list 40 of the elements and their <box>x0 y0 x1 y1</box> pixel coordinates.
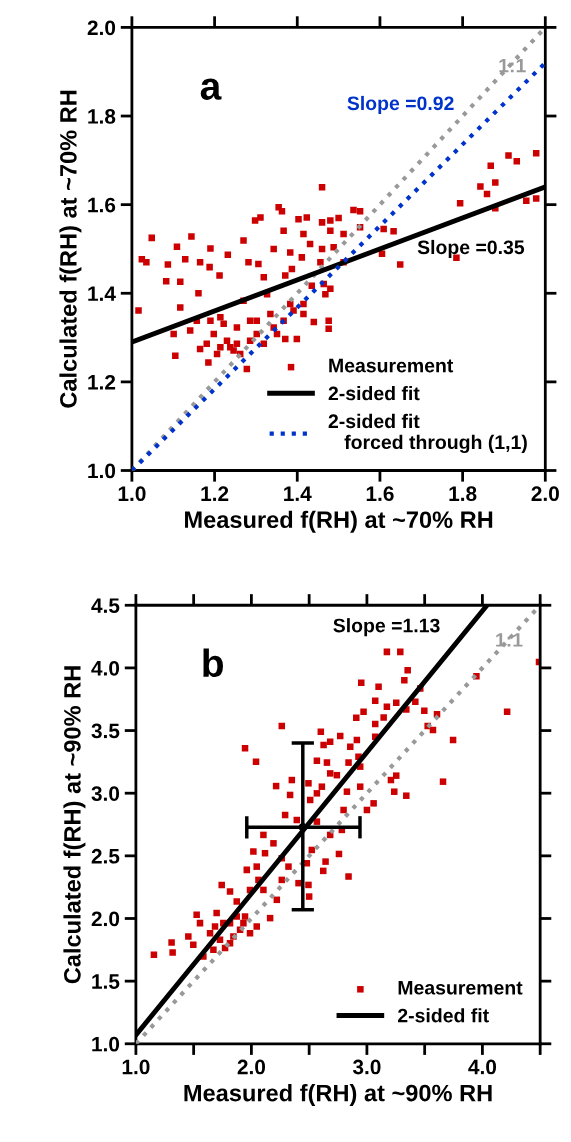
y-tick-label: 1.5 <box>92 974 120 989</box>
y-axis-title: Calculated f(RH) at ~90% RH <box>63 666 86 984</box>
x-axis-title: Measured f(RH) at ~90% RH <box>184 1084 492 1107</box>
annotation: 1:1 <box>496 633 523 647</box>
x-tick-label: 2.0 <box>237 1059 266 1075</box>
y-tick-label: 1.4 <box>88 286 116 301</box>
x-tick-label: 1.8 <box>449 486 477 502</box>
y-tick-label: 1.6 <box>88 197 116 213</box>
x-tick-label: 2.0 <box>531 486 559 502</box>
x-tick-label: 1.4 <box>284 486 312 501</box>
legend-label: Measurement <box>398 981 523 995</box>
y-tick-label: 2.0 <box>87 20 116 36</box>
annotation: a <box>200 78 222 100</box>
legend-label: 2-sided fit forced through (1,1) <box>328 413 527 453</box>
annotation: b <box>203 648 223 678</box>
y-tick-label: 3.5 <box>91 723 120 739</box>
legend-label: 2-sided fit <box>397 1008 489 1023</box>
x-tick-label: 1.6 <box>366 486 394 502</box>
y-tick-label: 2.5 <box>91 848 120 864</box>
y-axis-title: Calculated f(RH) at ~70% RH <box>59 90 82 408</box>
y-tick-label: 4.5 <box>91 598 120 614</box>
x-tick-label: 1.0 <box>122 1059 150 1075</box>
x-tick-label: 3.0 <box>352 1059 381 1075</box>
y-tick-label: 1.0 <box>88 463 116 479</box>
y-tick-label: 3.0 <box>91 786 120 801</box>
annotation: Slope =1.13 <box>333 618 440 637</box>
annotation: 1:1 <box>499 58 526 73</box>
x-tick-label: 1.0 <box>118 486 146 502</box>
y-tick-label: 1.8 <box>88 109 116 124</box>
legend-label: Measurement <box>329 358 454 373</box>
x-tick-label: 4.0 <box>468 1059 497 1075</box>
y-tick-label: 2.0 <box>91 911 120 927</box>
y-tick-label: 4.0 <box>91 660 120 676</box>
y-tick-label: 1.2 <box>88 374 116 390</box>
y-tick-label: 1.0 <box>92 1036 120 1052</box>
x-tick-label: 1.2 <box>201 486 229 501</box>
legend-label: 2-sided fit <box>328 386 420 401</box>
x-axis-title: Measured f(RH) at ~70% RH <box>185 510 493 533</box>
annotation: Slope =0.92 <box>347 95 454 115</box>
annotation: Slope =0.35 <box>417 239 525 259</box>
